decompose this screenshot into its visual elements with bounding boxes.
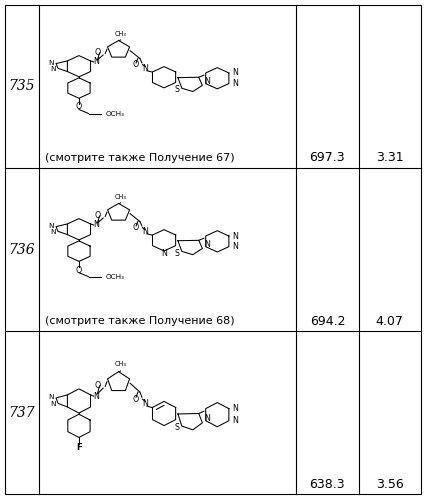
- Text: N: N: [143, 399, 149, 408]
- Text: CH₃: CH₃: [115, 31, 127, 37]
- Text: O: O: [95, 381, 101, 390]
- Text: N: N: [49, 223, 54, 229]
- Text: O: O: [95, 48, 101, 57]
- Text: O: O: [132, 60, 138, 69]
- Text: N: N: [204, 240, 210, 249]
- Text: 735: 735: [9, 79, 35, 93]
- Text: N: N: [161, 249, 167, 258]
- Text: N: N: [143, 64, 149, 73]
- Text: N: N: [232, 404, 238, 413]
- Text: S: S: [175, 249, 180, 257]
- Text: N: N: [232, 242, 238, 251]
- Text: N: N: [204, 77, 210, 86]
- Text: 737: 737: [9, 406, 35, 420]
- Text: OCH₃: OCH₃: [106, 111, 125, 117]
- Text: 3.56: 3.56: [376, 478, 404, 491]
- Text: O: O: [132, 395, 138, 404]
- Text: N: N: [93, 221, 99, 230]
- Text: N: N: [232, 232, 238, 241]
- Text: 736: 736: [9, 243, 35, 256]
- Text: 697.3: 697.3: [310, 151, 345, 164]
- Text: F: F: [76, 444, 82, 453]
- Text: CH₃: CH₃: [115, 361, 127, 367]
- Text: O: O: [76, 265, 82, 274]
- Text: N: N: [50, 66, 56, 72]
- Text: CH₃: CH₃: [115, 194, 127, 200]
- Text: N: N: [143, 227, 149, 236]
- Text: N: N: [50, 401, 56, 407]
- Text: S: S: [175, 85, 180, 94]
- Text: N: N: [93, 392, 99, 401]
- Text: O: O: [132, 223, 138, 232]
- Text: N: N: [50, 229, 56, 235]
- Text: N: N: [232, 79, 238, 88]
- Text: (смотрите также Получение 68): (смотрите также Получение 68): [45, 316, 235, 326]
- Text: N: N: [93, 57, 99, 66]
- Text: S: S: [175, 424, 180, 433]
- Text: N: N: [232, 416, 238, 425]
- Text: 694.2: 694.2: [310, 315, 345, 328]
- Text: 3.31: 3.31: [376, 151, 403, 164]
- Text: N: N: [49, 394, 54, 400]
- Text: OCH₃: OCH₃: [106, 274, 125, 280]
- Text: N: N: [49, 60, 54, 66]
- Text: O: O: [76, 102, 82, 111]
- Text: (смотрите также Получение 67): (смотрите также Получение 67): [45, 153, 235, 163]
- Text: N: N: [204, 414, 210, 423]
- Text: 638.3: 638.3: [310, 478, 345, 491]
- Text: O: O: [95, 211, 101, 220]
- Text: 4.07: 4.07: [376, 315, 404, 328]
- Text: N: N: [232, 68, 238, 77]
